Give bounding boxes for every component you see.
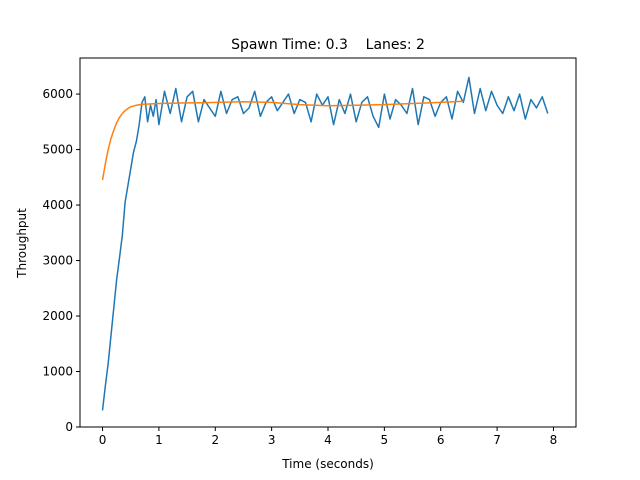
y-axis-label: Throughput <box>15 208 29 279</box>
y-tick-label: 1000 <box>42 365 73 379</box>
series-line-fit <box>101 100 464 181</box>
y-tick-label: 4000 <box>42 198 73 212</box>
x-tick-label: 4 <box>324 433 332 447</box>
chart-title: Spawn Time: 0.3 Lanes: 2 <box>231 37 425 53</box>
x-tick-label: 7 <box>493 433 501 447</box>
x-tick-label: 3 <box>268 433 276 447</box>
x-axis: 0 1 2 3 4 5 6 7 8 <box>99 427 558 447</box>
y-tick-label: 3000 <box>42 254 73 268</box>
plot-area <box>101 76 549 411</box>
y-tick-label: 6000 <box>42 87 73 101</box>
x-tick-label: 6 <box>437 433 445 447</box>
x-tick-label: 1 <box>155 433 163 447</box>
x-tick-label: 0 <box>99 433 107 447</box>
y-tick-label: 5000 <box>42 143 73 157</box>
x-tick-label: 8 <box>550 433 558 447</box>
y-tick-label: 0 <box>65 420 73 434</box>
x-tick-label: 5 <box>381 433 389 447</box>
y-axis: 0 1000 2000 3000 4000 5000 6000 <box>42 87 80 434</box>
series-line-throughput <box>101 76 549 411</box>
x-tick-label: 2 <box>211 433 219 447</box>
y-tick-label: 2000 <box>42 309 73 323</box>
x-axis-label: Time (seconds) <box>281 457 374 471</box>
